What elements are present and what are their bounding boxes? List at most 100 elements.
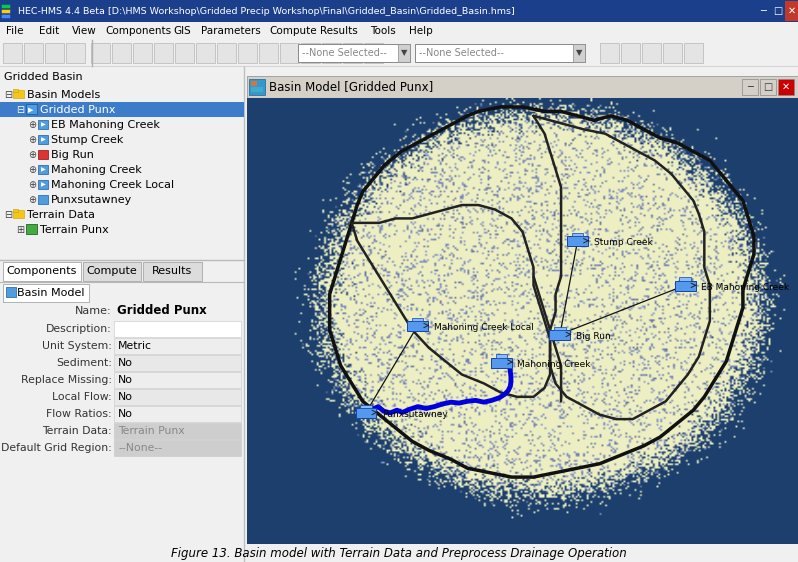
Text: Stump Creek: Stump Creek [594, 238, 652, 247]
Text: Metric: Metric [118, 341, 152, 351]
Text: ⊕: ⊕ [28, 165, 36, 175]
Bar [778, 79, 794, 95]
Text: Results: Results [320, 26, 358, 36]
Text: Mahoning Creek Local: Mahoning Creek Local [434, 323, 534, 332]
Bar [13, 210, 24, 218]
Bar [114, 372, 241, 388]
Bar [674, 281, 696, 291]
Text: Name:: Name: [75, 306, 112, 316]
Bar [38, 180, 48, 189]
Bar [154, 43, 173, 63]
Bar [13, 209, 18, 212]
Bar [45, 43, 64, 63]
Text: Gridded Basin: Gridded Basin [4, 72, 83, 82]
Bar [26, 224, 37, 234]
Bar [91, 43, 110, 63]
Bar [554, 327, 566, 330]
Text: Local Flow:: Local Flow: [53, 392, 112, 402]
Bar [251, 81, 257, 86]
Text: Flow Ratios:: Flow Ratios: [46, 409, 112, 419]
Text: ▶: ▶ [41, 167, 45, 173]
Text: Default Grid Region:: Default Grid Region: [2, 443, 112, 453]
Bar [3, 43, 22, 63]
Text: Compute: Compute [86, 266, 137, 276]
Text: EB Mahoning Creek: EB Mahoning Creek [51, 120, 160, 130]
Bar [249, 79, 265, 95]
Bar [684, 43, 703, 63]
Bar [642, 43, 661, 63]
Bar [114, 321, 241, 337]
Bar [66, 43, 85, 63]
Text: Results: Results [152, 266, 192, 276]
Bar [742, 79, 758, 95]
Text: ▶: ▶ [28, 107, 34, 113]
Text: ⊕: ⊕ [28, 120, 36, 130]
Text: ▼: ▼ [575, 48, 583, 57]
Bar [0, 0, 798, 22]
Bar [679, 278, 691, 281]
Text: Terrain Punx: Terrain Punx [118, 426, 184, 436]
Text: File: File [6, 26, 23, 36]
Bar [360, 405, 372, 408]
Text: Parameters: Parameters [201, 26, 261, 36]
Bar [663, 43, 682, 63]
Text: Description:: Description: [46, 324, 112, 334]
Bar [757, 1, 770, 21]
Bar [175, 43, 194, 63]
Text: Components: Components [105, 26, 172, 36]
Text: No: No [118, 392, 133, 402]
Text: Edit: Edit [39, 26, 59, 36]
Bar [0, 22, 798, 40]
Text: ⊟: ⊟ [4, 90, 12, 100]
Text: ✕: ✕ [788, 6, 796, 16]
Bar [496, 354, 508, 358]
Text: Basin Models: Basin Models [27, 90, 101, 100]
Bar [247, 76, 798, 98]
Text: --None Selected--: --None Selected-- [302, 48, 387, 58]
Bar [322, 43, 341, 63]
Text: ⊕: ⊕ [28, 195, 36, 205]
Bar [6, 287, 16, 297]
Bar [356, 408, 377, 418]
Bar [259, 43, 278, 63]
Text: --None Selected--: --None Selected-- [419, 48, 504, 58]
Text: ✕: ✕ [782, 82, 790, 92]
Text: ▶: ▶ [41, 183, 45, 188]
Bar [114, 406, 241, 422]
Text: Mahoning Creek Local: Mahoning Creek Local [51, 180, 174, 190]
Bar [550, 330, 571, 340]
Text: Mahoning Creek: Mahoning Creek [517, 360, 591, 369]
Text: ▶: ▶ [41, 123, 45, 128]
FancyBboxPatch shape [2, 283, 89, 301]
Text: Big Run: Big Run [51, 150, 94, 160]
Bar [491, 358, 512, 368]
Text: Basin Model: Basin Model [17, 288, 85, 298]
Text: HEC-HMS 4.4 Beta [D:\HMS Workshop\Gridded Precip Workshop\Final\Gridded_Basin\Gr: HEC-HMS 4.4 Beta [D:\HMS Workshop\Gridde… [18, 7, 515, 16]
Text: Punxsutawney: Punxsutawney [382, 410, 448, 419]
Bar [301, 43, 320, 63]
Text: No: No [118, 358, 133, 368]
Text: Replace Missing:: Replace Missing: [21, 375, 112, 385]
Bar [280, 43, 299, 63]
Text: Help: Help [409, 26, 433, 36]
Bar [133, 43, 152, 63]
Bar [114, 389, 241, 405]
Text: No: No [118, 409, 133, 419]
Bar [573, 44, 585, 62]
Text: Basin Model [Gridded Punx]: Basin Model [Gridded Punx] [269, 80, 433, 93]
Text: ─: ─ [747, 82, 753, 92]
Bar [114, 423, 241, 439]
Bar [785, 1, 798, 21]
Bar [196, 43, 215, 63]
Bar [760, 79, 776, 95]
Text: ⊟: ⊟ [4, 210, 12, 220]
FancyBboxPatch shape [82, 261, 141, 280]
Text: □: □ [773, 6, 782, 16]
Text: Big Run: Big Run [576, 332, 610, 341]
Bar [217, 43, 236, 63]
Bar [0, 40, 798, 66]
Text: Terrain Data:: Terrain Data: [42, 426, 112, 436]
Text: ⊟: ⊟ [16, 105, 24, 115]
Bar [114, 355, 241, 371]
Text: ─: ─ [760, 6, 766, 16]
